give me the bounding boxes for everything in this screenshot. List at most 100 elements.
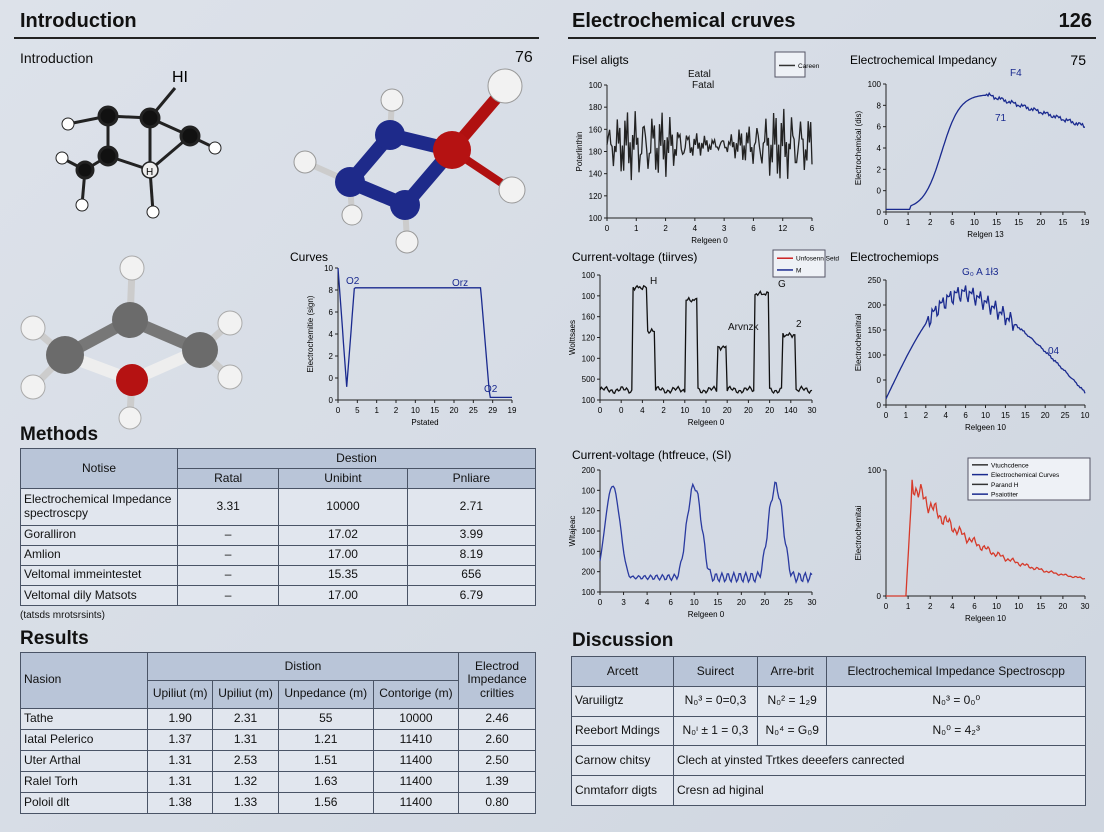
y-tick-label: 8 [877,101,882,110]
y-tick-label: 160 [582,313,596,322]
cell: Iatal Pelerico [20,728,148,751]
y-tick-label: 200 [582,568,596,577]
x-tick-label: 25 [1061,411,1070,420]
cell: 55 [277,707,374,730]
cell: 3.31 [176,488,280,526]
y-tick-label: 200 [582,466,596,475]
cell: Electrochemical Impedance spectroscpy [20,488,178,526]
x-tick-label: 15 [1014,218,1023,227]
cell: 1.90 [146,707,214,730]
x-tick-label: 1 [904,411,909,420]
rule [14,37,539,39]
cell: Veltomal immeintestet [20,564,178,586]
cell: 2.31 [212,707,279,730]
cell: N₀³ = 0=0,3 [673,685,758,717]
table-row: Ralel Torh 1.31 1.32 1.63 11400 1.39 [20,770,536,793]
cell: N₀⁴ = G₀9 [756,715,828,747]
cell: N₀³ = 0₀⁰ [826,685,1086,717]
header-cell: Notise [20,447,178,490]
molecule-label: HI [172,69,188,86]
cell: – [176,524,280,546]
header-cell: Arre-brit [756,656,828,687]
cell: Ralel Torh [20,770,148,793]
x-tick-label: 10 [680,406,689,415]
y-tick-label: 100 [582,271,596,280]
cell: Cnmtaforr digts [571,775,674,806]
x-tick-label: 5 [355,406,360,415]
annotation: Arvnzk [728,322,760,333]
cell: 1.37 [146,728,214,751]
header-cell: Arcett [571,656,674,687]
intro-number: 76 [515,49,533,66]
cell: 10000 [278,488,408,526]
annotation: Eatal [688,69,711,80]
cell: 17.00 [278,584,408,607]
x-tick-label: 1 [634,224,639,233]
x-tick-label: 15 [1021,411,1030,420]
x-tick-label: 20 [737,598,746,607]
y-tick-label: 100 [582,354,596,363]
annotation: G [778,279,786,290]
cell: Veltomal dily Matsots [20,584,178,607]
table-row: Tathe 1.90 2.31 55 10000 2.46 [20,707,536,730]
y-tick-label: 100 [868,80,882,89]
x-tick-label: 0 [605,224,610,233]
y-tick-label: 180 [589,103,603,112]
x-tick-label: 0 [598,598,603,607]
x-tick-label: 6 [950,218,955,227]
cell: Reebort Mdings [571,715,674,747]
table: Nasion Distion Electrod Impedance crilties… [20,652,536,815]
y-tick-label: 120 [582,334,596,343]
y-tick-label: 0 [877,592,882,601]
cell: 10000 [372,707,460,730]
cell: 2.53 [212,749,279,772]
y-tick-label: 100 [868,466,882,475]
x-tick-label: 10 [1081,411,1090,420]
cell: – [176,544,280,566]
annotation: Orz [452,278,468,289]
y-axis-label: Electrochemitral [854,314,863,372]
x-tick-label: 2 [928,602,933,611]
x-tick-label: 6 [972,602,977,611]
annotation: O2 [484,384,498,395]
curve [886,91,1085,211]
x-tick-label: 6 [751,224,756,233]
cell: 1.39 [458,770,536,793]
cell: 11400 [372,791,460,815]
y-tick-label: 6 [877,123,882,132]
x-tick-label: 25 [784,598,793,607]
cell: 1.31 [146,749,214,772]
cell: Goralliron [20,524,178,546]
x-tick-label: 20 [744,406,753,415]
x-tick-label: 2 [661,406,666,415]
molecule [55,87,222,219]
y-tick-label: 0 [329,374,334,383]
chart-title: Current-voltage (tiirves) [572,250,697,264]
cell: 2.46 [458,707,536,730]
x-tick-label: 6 [963,411,968,420]
header-cell: Destion [177,447,536,470]
table-row: Iatal Pelerico 1.37 1.31 1.21 11410 2.60 [20,728,536,751]
chart-title: Fisel aligts [572,53,629,67]
table-row: Ratal Unibint Pnliare [21,468,537,490]
annotation: Fatal [692,80,714,91]
cell: 3.99 [406,524,537,546]
table-row: Upiliut (m) Upiliut (m) Unpedance (m) Conto… [21,679,536,709]
x-axis-label: Relgen 13 [967,230,1004,239]
x-tick-label: 1 [374,406,379,415]
methods-title: Methods [20,424,99,445]
curve [599,481,813,584]
x-tick-label: 20 [450,406,459,415]
cell: 1.33 [212,791,279,815]
methods-note: (tatsds mrotsrsints) [20,610,106,621]
cell: Tathe [20,707,148,730]
x-tick-label: 0 [598,406,603,415]
y-axis-label: Electrochemitie (sign) [306,295,315,372]
y-axis-label: Electrochemical (dis) [854,111,863,186]
cell: 2.50 [458,749,536,772]
x-tick-label: 3 [722,224,727,233]
table-row: Poloil dlt 1.38 1.33 1.56 11400 0.80 [20,791,536,815]
legend-label: Parand H [991,482,1019,489]
